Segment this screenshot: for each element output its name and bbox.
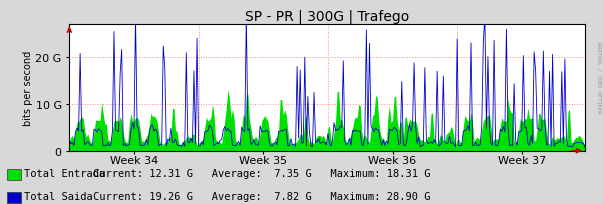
Text: Current: 19.26 G   Average:  7.82 G   Maximum: 28.90 G: Current: 19.26 G Average: 7.82 G Maximum… — [93, 191, 431, 201]
Text: Total Entrada: Total Entrada — [24, 169, 106, 178]
Y-axis label: bits per second: bits per second — [23, 50, 33, 125]
Text: Total Saida: Total Saida — [24, 191, 93, 201]
Text: RRDTOOL / TOBI OETIKER: RRDTOOL / TOBI OETIKER — [597, 42, 602, 113]
Text: Current: 12.31 G   Average:  7.35 G   Maximum: 18.31 G: Current: 12.31 G Average: 7.35 G Maximum… — [93, 169, 431, 178]
Title: SP - PR | 300G | Trafego: SP - PR | 300G | Trafego — [245, 9, 409, 24]
